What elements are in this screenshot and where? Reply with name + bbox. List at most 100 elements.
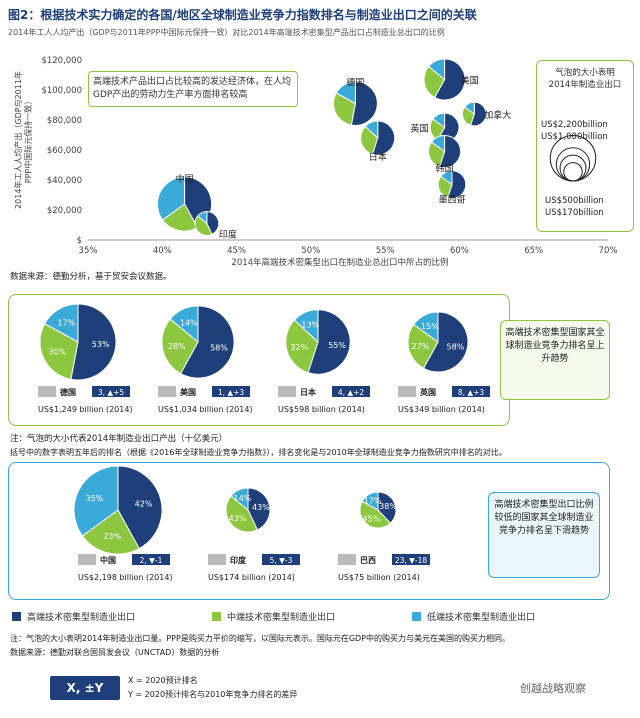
rank-badge: 2, ▼-1	[140, 556, 163, 565]
x-tick-label: 40%	[153, 246, 172, 256]
size-legend-circle	[555, 147, 591, 182]
rank-badge-bg	[92, 386, 130, 397]
pie-德国-slice-2	[44, 303, 79, 343]
bubble-label: 德国	[346, 77, 364, 89]
rising-callout: 高端技术密集型国家其全球制造业竞争力排名呈上升趋势	[500, 320, 610, 400]
size-legend-title: 气泡的大小表明2014年制造业出口	[548, 68, 622, 90]
pie-美国-slice-1	[161, 318, 199, 375]
pie-美国-slice-0	[179, 305, 235, 379]
rising-pies: 53% 30% 17% 德国 3, ▲+5 US$1,249 billion (2014)…	[38, 303, 490, 414]
rank-badge: 4, ▲+2	[338, 388, 365, 397]
x-tick-label: 55%	[376, 246, 395, 256]
pie-中国-slice-2	[73, 465, 119, 537]
y-tick-label: $40,000	[47, 176, 82, 186]
pie-巴西-slice-1	[359, 500, 392, 529]
legend-label-low: 低端技术密集型制造业出口	[427, 613, 536, 623]
bubble-中国-slice-2	[156, 176, 186, 221]
country-name: 美国	[180, 387, 196, 397]
pie-巴西-slice-label-2: 17%	[364, 497, 382, 506]
size-legend-circle	[563, 162, 583, 182]
bubble-印度-slice-1	[194, 215, 213, 236]
y-tick-label: $80,000	[47, 116, 82, 126]
country-name: 日本	[300, 387, 316, 397]
legend-swatch-mid	[212, 612, 221, 621]
note-1: 注：气泡的大小代表2014年制造业出口产出（十亿美元）	[10, 434, 228, 444]
size-legend: 气泡的大小表明2014年制造业出口 US$2,200billion US$1,00…	[536, 60, 634, 232]
rank-badge-bg	[262, 554, 300, 565]
export-value: US$2,198 billion (2014)	[78, 573, 173, 582]
size-legend-graphic: US$2,200billion US$1,000billion US$500bill…	[541, 120, 608, 218]
pie-英国-slice-label-0: 58%	[447, 342, 465, 351]
falling-panel	[8, 462, 610, 600]
size-legend-circle	[559, 154, 587, 182]
falling-pies: 42% 23% 35% 中国 2, ▼-1 US$2,198 billion (2014)…	[73, 465, 430, 582]
country-name: 英国	[419, 387, 436, 397]
pie-巴西-slice-2	[361, 491, 379, 511]
pie-日本-slice-0	[307, 309, 351, 375]
bubble-英国-slice-2	[432, 112, 446, 129]
note-2: 括号中的数字表明五年后的排名（根据《2016年全球制造业竞争力指数》），排名变化…	[10, 448, 507, 457]
export-value: US$598 billion (2014)	[278, 405, 365, 414]
x-tick-label: 45%	[227, 246, 246, 256]
bubble-印度-slice-0	[206, 211, 220, 235]
pie-德国-slice-label-2: 17%	[58, 318, 76, 327]
bubble-label: 墨西哥	[438, 195, 465, 206]
export-value: US$75 billion (2014)	[338, 573, 420, 582]
pie-中国-slice-label-0: 42%	[135, 499, 153, 508]
bubble-label: 韩国	[436, 163, 454, 175]
country-name: 巴西	[360, 556, 376, 565]
x-tick-label: 60%	[450, 246, 469, 256]
bubble-label: 印度	[219, 229, 237, 241]
bubble-印度-slice-2	[196, 211, 208, 225]
bubble-德国-slice-2	[335, 81, 356, 105]
chart-annotation: 高端技术产品出口占比较高的发达经济体，在人均GDP产出的劳动力生产率方面排名较高	[88, 71, 298, 107]
legend-high: 高端技术密集型制造业出口	[12, 610, 135, 623]
y-tick-label: $120,000	[41, 56, 82, 66]
bubble-韩国-slice-1	[428, 141, 446, 168]
rank-badge: 8, ▲+3	[458, 388, 485, 397]
bubble-韩国-slice-2	[430, 134, 446, 153]
pie-德国-slice-1	[39, 323, 79, 380]
legend-mid: 中端技术密集型制造业出口	[212, 610, 335, 623]
export-value: US$1,249 billion (2014)	[38, 405, 133, 414]
pie-德国-slice-label-1: 30%	[48, 348, 66, 357]
pie-印度-slice-label-0: 43%	[252, 503, 270, 512]
bubble-美国-slice-0	[434, 58, 466, 101]
bubble-label: 中国	[176, 173, 194, 185]
pie-英国-slice-label-2: 15%	[421, 322, 439, 331]
country-name: 德国	[60, 387, 76, 397]
pie-德国-slice-label-0: 53%	[92, 340, 110, 349]
rank-badge: 23, ▼-18	[395, 556, 428, 565]
bubble-label: 加拿大	[484, 109, 511, 121]
size-legend-label: US$2,200billion	[541, 120, 608, 130]
pie-中国-slice-label-1: 23%	[103, 532, 121, 541]
y-tick-label: $20,000	[47, 206, 82, 216]
rank-badge-bg	[332, 386, 370, 397]
x-tick-label: 65%	[524, 246, 543, 256]
bubble-美国-slice-1	[423, 65, 446, 99]
chart-subtitle: 2014年工人人均产出（GDP与2011年PPP中国际元保持一致）对比2014年…	[8, 28, 445, 37]
pie-巴西-slice-0	[377, 491, 397, 524]
pie-日本-slice-1	[285, 319, 319, 374]
flag-icon	[338, 554, 356, 565]
bubble-label: 美国	[461, 75, 479, 87]
legend-swatch-high	[12, 612, 21, 621]
pie-英国-slice-label-1: 27%	[412, 342, 430, 351]
bubble-德国-slice-0	[350, 81, 378, 126]
y-tick-label: $	[77, 236, 82, 246]
falling-callout: 高端技术密集型出口比例较低的国家其全球制造业竞争力排名呈下滑趋势	[488, 492, 600, 578]
y-axis-label: 2014年工人人均产出（GDP与2011年PPP中国际元保持一致）	[14, 71, 33, 209]
size-legend-label: US$1,000billion	[541, 132, 608, 142]
bubble-日本-slice-1	[360, 125, 379, 155]
pie-英国-slice-2	[413, 311, 439, 343]
pie-德国-slice-0	[70, 303, 117, 381]
pie-美国-slice-label-2: 14%	[180, 318, 198, 327]
rank-key-line-1: X = 2020预计排名	[128, 676, 198, 685]
pie-日本-slice-label-0: 55%	[328, 341, 346, 350]
legend-low: 低端技术密集型制造业出口	[412, 610, 535, 623]
export-value: US$349 billion (2014)	[398, 405, 485, 414]
legend-label-high: 高端技术密集型制造业出口	[27, 613, 136, 623]
pie-美国-slice-label-1: 28%	[168, 342, 186, 351]
pie-印度-slice-2	[230, 487, 249, 512]
flag-icon	[208, 554, 226, 565]
